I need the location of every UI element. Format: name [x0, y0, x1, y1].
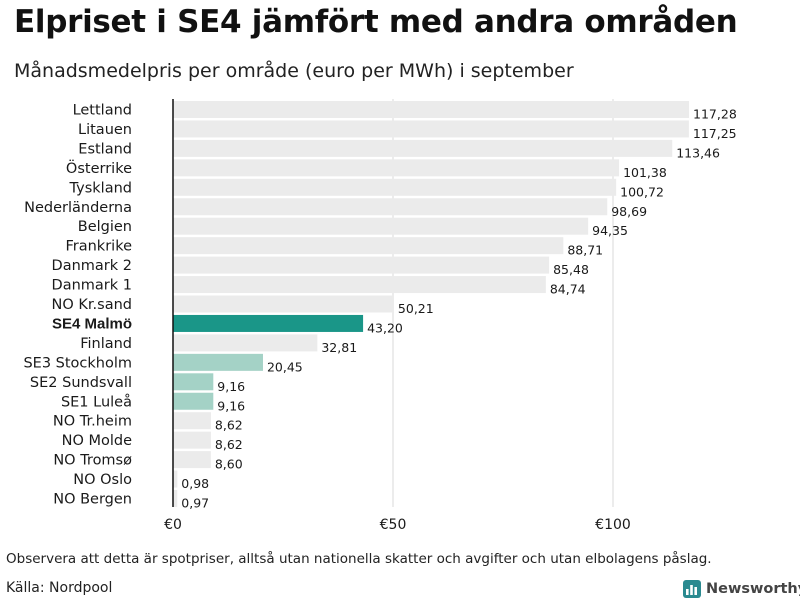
footnote: Observera att detta är spotpriser, allts… [6, 551, 712, 567]
bar [173, 178, 617, 196]
value-label: 101,38 [623, 165, 667, 180]
bar [173, 470, 178, 488]
category-label: NO Kr.sand [52, 297, 132, 313]
bar [173, 392, 214, 410]
chart-subtitle: Månadsmedelpris per område (euro per MWh… [14, 60, 574, 82]
value-label: 9,16 [217, 379, 245, 394]
category-labels: Lettland Litauen Estland Österrike Tyskland N… [23, 103, 132, 508]
brand-logo: Newsworthy [683, 578, 800, 600]
bar [173, 256, 550, 274]
newsworthy-icon [683, 580, 701, 598]
value-label: 50,21 [398, 301, 434, 316]
bar [173, 198, 608, 216]
bar [173, 139, 673, 157]
category-label: Finland [80, 336, 132, 352]
value-label: 117,28 [693, 107, 737, 122]
bar [173, 276, 546, 294]
value-label: 94,35 [592, 223, 628, 238]
value-label: 8,62 [215, 418, 243, 433]
bar [173, 314, 364, 332]
value-label: 113,46 [676, 145, 720, 160]
bar [173, 353, 263, 371]
bar [173, 295, 394, 313]
brand-name: Newsworthy [706, 581, 800, 597]
category-label: SE4 Malmö [52, 315, 132, 332]
value-label: 8,62 [215, 437, 243, 452]
value-label: 20,45 [267, 359, 303, 374]
x-tick-label: €50 [380, 517, 407, 533]
category-label: Belgien [78, 219, 132, 235]
category-label: Danmark 2 [52, 258, 132, 274]
value-label: 9,16 [217, 398, 245, 413]
category-label: Estland [78, 141, 132, 157]
category-label: NO Bergen [53, 492, 132, 508]
chart-title: Elpriset i SE4 jämfört med andra områden [14, 4, 738, 40]
value-label: 0,97 [181, 496, 209, 511]
bar [173, 217, 589, 235]
bar [173, 431, 211, 449]
category-label: Frankrike [65, 239, 132, 255]
value-label: 84,74 [550, 282, 586, 297]
bar [173, 490, 178, 507]
category-label: SE2 Sundsvall [30, 375, 132, 391]
x-axis-ticks: €0 €50 €100 [164, 517, 631, 533]
category-label: Litauen [78, 122, 132, 138]
value-labels: 117,28 117,25 113,46 101,38 100,72 98,69 94,35… [181, 107, 737, 511]
value-label: 100,72 [620, 184, 664, 199]
bar [173, 120, 689, 138]
bar [173, 334, 318, 352]
category-label: NO Oslo [73, 472, 132, 488]
category-label: NO Tr.heim [53, 414, 132, 430]
bar [173, 373, 214, 391]
value-label: 43,20 [367, 320, 403, 335]
category-label: Lettland [73, 103, 132, 119]
category-label: Österrike [66, 159, 132, 177]
category-label: Tyskland [69, 180, 132, 196]
bar [173, 412, 211, 430]
bar [173, 159, 620, 177]
bar [173, 237, 564, 255]
category-label: SE3 Stockholm [23, 355, 132, 371]
value-label: 98,69 [611, 204, 647, 219]
value-label: 0,98 [181, 476, 209, 491]
value-label: 8,60 [215, 457, 243, 472]
category-label: Nederländerna [24, 200, 132, 216]
bars [173, 101, 690, 507]
value-label: 88,71 [567, 243, 603, 258]
bar [173, 451, 211, 469]
bar [173, 101, 690, 118]
x-tick-label: €0 [164, 517, 182, 533]
source-note: Källa: Nordpool [6, 580, 113, 596]
x-tick-label: €100 [595, 517, 631, 533]
bar-chart: Lettland Litauen Estland Österrike Tyskland N… [23, 99, 737, 533]
category-label: Danmark 1 [52, 278, 132, 294]
category-label: NO Tromsø [53, 453, 132, 469]
category-label: NO Molde [62, 433, 132, 449]
value-label: 32,81 [321, 340, 357, 355]
category-label: SE1 Luleå [61, 393, 132, 410]
value-label: 85,48 [553, 262, 589, 277]
value-label: 117,25 [693, 126, 737, 141]
